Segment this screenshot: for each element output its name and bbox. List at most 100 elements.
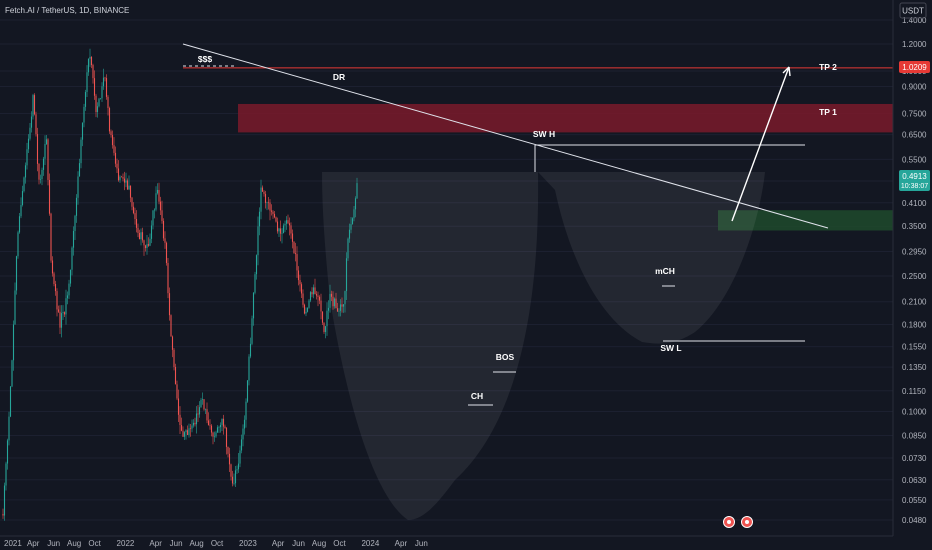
candle-body bbox=[60, 313, 63, 328]
candle-body bbox=[261, 187, 264, 192]
candle-body bbox=[189, 428, 192, 429]
event-marker[interactable] bbox=[741, 516, 753, 528]
candle-body bbox=[327, 307, 330, 311]
annotation-sw-l: SW L bbox=[660, 343, 681, 353]
candle-body bbox=[119, 176, 121, 181]
candle-body bbox=[284, 223, 286, 226]
candle-body bbox=[11, 360, 13, 387]
y-tick-label: 0.1000 bbox=[902, 407, 927, 416]
candle-body bbox=[38, 163, 40, 180]
candle-body bbox=[21, 191, 24, 206]
candle-body bbox=[306, 307, 309, 312]
annotation--: $$$ bbox=[198, 54, 212, 64]
candle-body bbox=[242, 428, 244, 440]
candle-body bbox=[53, 273, 55, 284]
y-tick-label: 1.4000 bbox=[902, 16, 927, 25]
candle-body bbox=[258, 211, 261, 227]
candle-body bbox=[164, 238, 166, 243]
candle-body bbox=[99, 98, 102, 99]
candle-body bbox=[266, 202, 268, 204]
candle-body bbox=[44, 144, 46, 159]
x-tick-label: Oct bbox=[88, 539, 101, 548]
candle-body bbox=[320, 300, 322, 312]
price-axis[interactable] bbox=[893, 0, 932, 536]
candle-body bbox=[30, 116, 33, 128]
candle-body bbox=[188, 428, 190, 435]
candle-body bbox=[333, 298, 336, 307]
annotation-tp-1: TP 1 bbox=[819, 107, 837, 117]
candle-body bbox=[312, 287, 315, 295]
candle-body bbox=[39, 179, 42, 180]
candle-body bbox=[222, 418, 225, 427]
candle-body bbox=[83, 106, 85, 123]
candle-body bbox=[251, 318, 253, 344]
candle-body bbox=[138, 232, 141, 240]
candle-body bbox=[48, 179, 51, 214]
candle-body bbox=[78, 163, 81, 177]
candle-body bbox=[182, 430, 184, 437]
time-axis[interactable] bbox=[0, 536, 932, 550]
y-tick-label: 0.2500 bbox=[902, 272, 927, 281]
candle-body bbox=[314, 287, 316, 295]
candle-body bbox=[66, 295, 69, 299]
currency-button[interactable] bbox=[899, 2, 927, 19]
candle-body bbox=[245, 401, 247, 420]
candle-body bbox=[279, 228, 282, 234]
current-price-label: 0.4913 bbox=[902, 172, 927, 181]
candle-body bbox=[101, 86, 103, 99]
currency-label: USDT bbox=[902, 7, 924, 16]
candle-body bbox=[74, 215, 76, 231]
projection-arrow[interactable] bbox=[731, 66, 790, 222]
candle-body bbox=[218, 427, 220, 428]
event-marker[interactable] bbox=[723, 516, 735, 528]
x-tick-label: Aug bbox=[189, 539, 203, 548]
candle-body bbox=[303, 304, 306, 314]
candle-body bbox=[341, 304, 343, 307]
candle-body bbox=[93, 78, 96, 96]
candle-body bbox=[200, 399, 202, 408]
candle-body bbox=[57, 309, 60, 312]
candle-body bbox=[278, 228, 280, 232]
candle-body bbox=[179, 414, 181, 426]
candle-body bbox=[146, 244, 148, 249]
candle-body bbox=[8, 416, 10, 441]
candle-body bbox=[215, 432, 217, 437]
cup-shape-small bbox=[538, 172, 765, 344]
candle-body bbox=[351, 218, 354, 225]
tp1-zone[interactable] bbox=[238, 103, 893, 133]
candle-body bbox=[128, 185, 130, 190]
candle-body bbox=[24, 165, 27, 178]
candle-body bbox=[255, 255, 258, 275]
candle-body bbox=[287, 220, 289, 224]
support-zone[interactable] bbox=[718, 210, 893, 231]
bar-countdown-label: 10:38:07 bbox=[901, 183, 928, 190]
annotation-mch: mCH bbox=[655, 266, 675, 276]
arrow-head bbox=[782, 66, 791, 77]
candle-body bbox=[288, 223, 291, 226]
candle-body bbox=[161, 210, 163, 221]
candle-body bbox=[240, 439, 243, 451]
candle-body bbox=[354, 198, 357, 210]
candle-body bbox=[105, 78, 108, 97]
candle-body bbox=[323, 322, 325, 332]
candle-body bbox=[347, 238, 349, 259]
candle-body bbox=[108, 108, 111, 132]
candle-body bbox=[302, 293, 304, 305]
candle-body bbox=[131, 197, 133, 207]
candle-body bbox=[221, 418, 223, 425]
x-tick-label: Aug bbox=[67, 539, 81, 548]
candle-body bbox=[158, 189, 160, 202]
candle-body bbox=[294, 253, 297, 255]
x-tick-label: 2022 bbox=[117, 539, 135, 548]
candle-body bbox=[62, 312, 64, 314]
candle-body bbox=[206, 409, 208, 421]
candle-body bbox=[227, 446, 229, 454]
candle-body bbox=[87, 58, 90, 73]
candle-body bbox=[176, 384, 178, 399]
candle-body bbox=[173, 349, 175, 367]
candle-body bbox=[86, 72, 88, 93]
symbol-title: Fetch.AI / TetherUS, 1D, BINANCE bbox=[5, 6, 129, 15]
descending-trendline[interactable] bbox=[182, 43, 829, 229]
candle-body bbox=[167, 262, 169, 294]
